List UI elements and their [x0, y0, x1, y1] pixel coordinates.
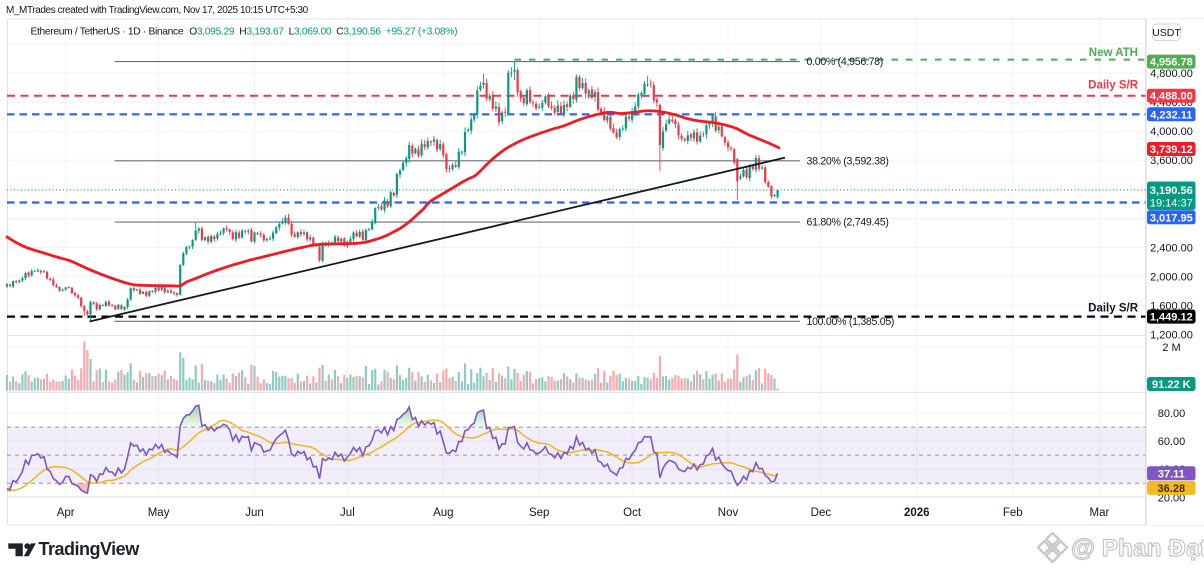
svg-text:37.11: 37.11: [1158, 468, 1185, 480]
svg-text:Oct: Oct: [623, 507, 642, 519]
svg-text:20.00: 20.00: [1158, 492, 1186, 504]
svg-text:91.22 K: 91.22 K: [1152, 379, 1191, 391]
svg-text:2 M: 2 M: [1162, 342, 1180, 354]
svg-text:4,956.78: 4,956.78: [1150, 57, 1193, 69]
svg-text:@ Phan Đạt: @ Phan Đạt: [1071, 535, 1204, 562]
svg-text:2026: 2026: [904, 507, 930, 519]
svg-text:Daily S/R: Daily S/R: [1088, 303, 1139, 315]
svg-text:Feb: Feb: [1003, 507, 1023, 519]
svg-text:Sep: Sep: [529, 507, 549, 519]
svg-text:Nov: Nov: [718, 507, 739, 519]
svg-text:USDT: USDT: [1152, 27, 1181, 39]
svg-text:3,739.12: 3,739.12: [1150, 144, 1193, 156]
svg-text:60.00: 60.00: [1158, 436, 1186, 448]
svg-text:Aug: Aug: [433, 507, 453, 519]
svg-text:Ethereum / TetherUS · 1D · Bin: Ethereum / TetherUS · 1D · Binance O3,095…: [31, 26, 458, 37]
svg-text:TradingView: TradingView: [39, 539, 141, 559]
svg-text:19:14:37: 19:14:37: [1150, 198, 1193, 210]
svg-text:4,000.00: 4,000.00: [1150, 126, 1193, 138]
svg-text:0.00% (4,956.78): 0.00% (4,956.78): [807, 56, 883, 68]
svg-text:4,232.11: 4,232.11: [1150, 109, 1192, 121]
svg-text:100.00% (1,385.05): 100.00% (1,385.05): [807, 316, 895, 328]
svg-text:4,488.00: 4,488.00: [1150, 91, 1193, 103]
svg-text:May: May: [148, 507, 170, 519]
svg-text:3,190.56: 3,190.56: [1150, 185, 1193, 197]
svg-text:Jun: Jun: [245, 507, 264, 519]
svg-text:80.00: 80.00: [1158, 408, 1186, 420]
svg-text:Jul: Jul: [340, 507, 355, 519]
svg-text:38.20% (3,592.38): 38.20% (3,592.38): [807, 155, 889, 167]
svg-text:1,449.12: 1,449.12: [1150, 312, 1193, 324]
svg-text:Daily S/R: Daily S/R: [1088, 80, 1139, 92]
svg-text:New ATH: New ATH: [1089, 47, 1138, 59]
svg-text:36.28: 36.28: [1158, 483, 1186, 495]
svg-text:2,400.00: 2,400.00: [1150, 243, 1193, 255]
svg-text:3,017.95: 3,017.95: [1150, 212, 1193, 224]
svg-text:1,200.00: 1,200.00: [1150, 330, 1193, 342]
svg-text:61.80% (2,749.45): 61.80% (2,749.45): [807, 217, 889, 229]
svg-text:Dec: Dec: [811, 507, 832, 519]
svg-text:4,800.00: 4,800.00: [1150, 68, 1193, 80]
svg-text:2,000.00: 2,000.00: [1150, 272, 1193, 284]
svg-text:Mar: Mar: [1089, 507, 1109, 519]
svg-text:Apr: Apr: [57, 507, 75, 519]
svg-text:M_MTrades created with Trading: M_MTrades created with TradingView.com, …: [6, 5, 309, 16]
svg-text:3,600.00: 3,600.00: [1150, 155, 1193, 167]
